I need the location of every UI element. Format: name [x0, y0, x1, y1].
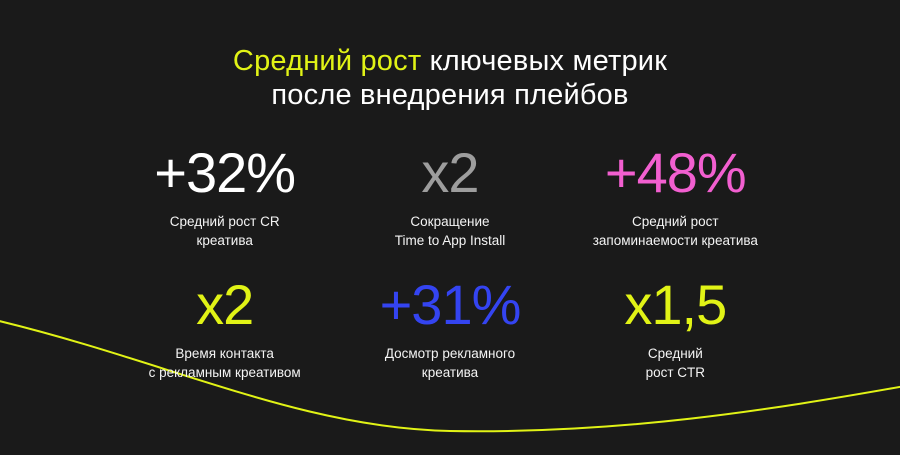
metric-caption: Средний рост запоминаемости креатива — [592, 214, 758, 248]
title-line-2: после внедрения плейбов — [271, 79, 629, 111]
metric-view-through: +31% Досмотр рекламного креатива — [337, 276, 562, 382]
metric-value: +48% — [604, 141, 747, 204]
metric-value: x2 — [421, 141, 479, 204]
metric-ctr-growth: x1,5 Средний рост CTR — [563, 276, 788, 382]
metric-value: x1,5 — [624, 273, 727, 336]
metric-value: x2 — [196, 273, 254, 336]
metric-caption: Досмотр рекламного креатива — [384, 346, 516, 380]
metric-caption: Средний рост CR креатива — [169, 214, 280, 248]
metric-time-to-install: x2 Сокращение Time to App Install — [337, 144, 562, 250]
metric-value: +31% — [379, 273, 522, 336]
metric-cr-growth: +32% Средний рост CR креатива — [112, 144, 337, 250]
title-line-1-rest: ключевых метрик — [421, 45, 668, 77]
metric-caption: Средний рост CTR — [645, 346, 706, 380]
metrics-grid: +32% Средний рост CR креатива x2 Сокраще… — [112, 144, 788, 382]
metric-contact-time: x2 Время контакта с рекламным креативом — [112, 276, 337, 382]
title-highlight: Средний рост — [232, 45, 422, 77]
metric-caption: Сокращение Time to App Install — [394, 214, 506, 248]
metric-caption: Время контакта с рекламным креативом — [148, 346, 301, 380]
title-line-1: Средний рост ключевых метрик — [0, 44, 900, 78]
page-title: Средний рост ключевых метрик после внедр… — [0, 0, 900, 112]
metric-value: +32% — [154, 141, 296, 204]
metric-memorability: +48% Средний рост запоминаемости креатив… — [563, 144, 788, 250]
